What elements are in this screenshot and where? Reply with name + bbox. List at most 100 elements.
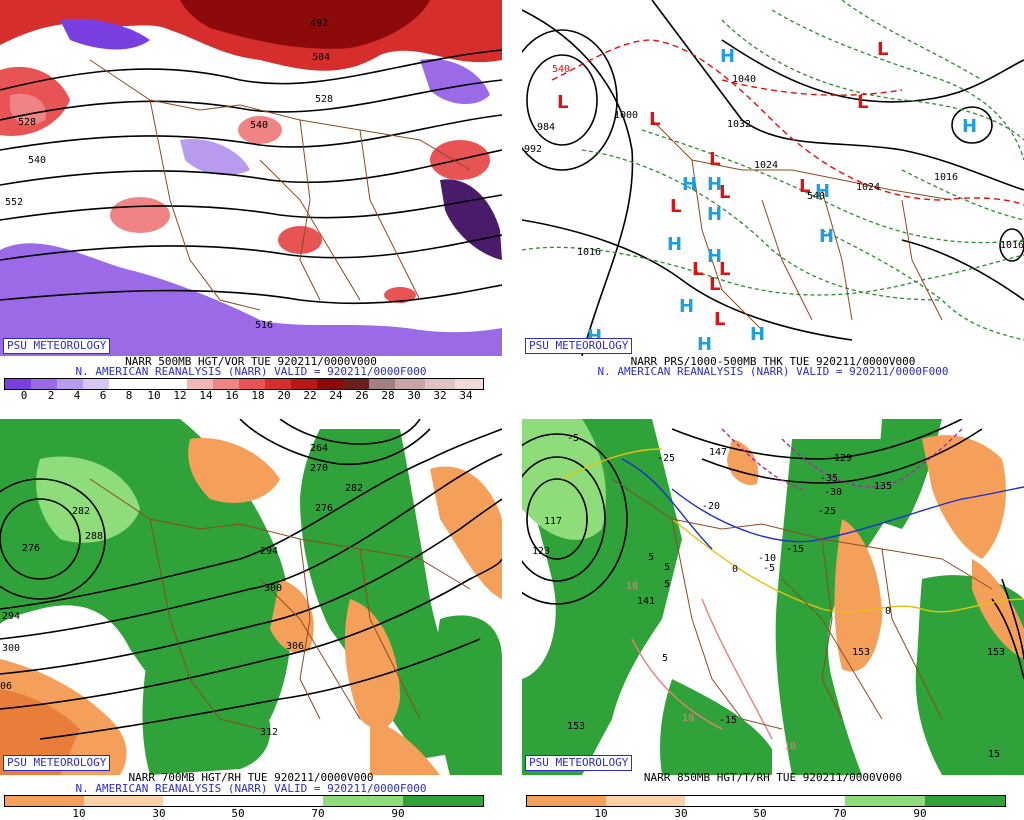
scale-segment bbox=[685, 796, 845, 806]
scale-tick: 2 bbox=[47, 389, 55, 402]
map-label: 147 bbox=[709, 447, 727, 458]
scale-tick: 10 bbox=[147, 389, 161, 402]
scale-segment bbox=[317, 379, 343, 389]
map-label: 984 bbox=[537, 122, 555, 133]
scale-segment bbox=[83, 379, 109, 389]
map-label: 123 bbox=[532, 546, 550, 557]
psu-meteorology-badge: PSU METEOROLOGY bbox=[3, 755, 111, 771]
scale-tick: 30 bbox=[152, 807, 166, 820]
map-label: 15 bbox=[988, 749, 1000, 760]
map-label: 1024 bbox=[754, 160, 778, 171]
map-700mb: 264 270 276 282 288 294 300 306 312 282 … bbox=[0, 419, 502, 775]
high-pressure-icon: H bbox=[815, 181, 830, 202]
scale-tick: 70 bbox=[311, 807, 325, 820]
map-label: 492 bbox=[310, 18, 328, 29]
low-pressure-icon: L bbox=[709, 149, 720, 170]
map-label: 282 bbox=[72, 506, 90, 517]
map-label: 276 bbox=[22, 543, 40, 554]
map-label: -30 bbox=[824, 487, 842, 498]
panel-subtitle: N. AMERICAN REANALYSIS (NARR) VALID = 92… bbox=[75, 365, 427, 378]
scale-tick: 26 bbox=[355, 389, 369, 402]
map-label: 153 bbox=[852, 647, 870, 658]
high-pressure-icon: H bbox=[720, 46, 735, 67]
scale-segment bbox=[31, 379, 57, 389]
scale-segment bbox=[845, 796, 925, 806]
map-label: 1000 bbox=[614, 110, 638, 121]
panel-title: NARR 850MB HGT/T/RH TUE 920211/0000V000 bbox=[643, 771, 903, 784]
map-label: 516 bbox=[255, 320, 273, 331]
scale-segment bbox=[291, 379, 317, 389]
panel-subtitle: N. AMERICAN REANALYSIS (NARR) VALID = 92… bbox=[597, 365, 949, 378]
map-label: 294 bbox=[2, 611, 20, 622]
scale-tick: 0 bbox=[20, 389, 28, 402]
panel-title: NARR 500MB HGT/VOR TUE 920211/0000V000 bbox=[125, 355, 377, 368]
panel-surface-pressure: L L L L L L L L L L L L H H H H H H H H … bbox=[522, 0, 1024, 400]
map-label: 0 bbox=[732, 564, 738, 575]
scale-segment bbox=[239, 379, 265, 389]
map-label: 153 bbox=[567, 721, 585, 732]
scale-tick: 8 bbox=[125, 389, 133, 402]
scale-tick: 50 bbox=[753, 807, 767, 820]
map-label: 992 bbox=[524, 144, 542, 155]
map-label: -35 bbox=[820, 473, 838, 484]
map-label: 1040 bbox=[732, 74, 756, 85]
scale-tick: 10 bbox=[72, 807, 86, 820]
scale-segment bbox=[5, 796, 84, 806]
low-pressure-icon: L bbox=[670, 196, 681, 217]
map-label: -5 bbox=[763, 563, 775, 574]
map-label: -15 bbox=[786, 544, 804, 555]
map-label: -25 bbox=[657, 453, 675, 464]
scale-tick: 12 bbox=[173, 389, 187, 402]
low-pressure-icon: L bbox=[692, 259, 703, 280]
color-scale-bar bbox=[4, 378, 484, 390]
scale-segment bbox=[323, 796, 403, 806]
panel-700mb-rh: 264 270 276 282 288 294 300 306 312 282 … bbox=[0, 419, 502, 820]
map-label: 141 bbox=[637, 596, 655, 607]
scale-tick: 32 bbox=[433, 389, 447, 402]
high-pressure-icon: H bbox=[679, 296, 694, 317]
scale-segment bbox=[395, 379, 425, 389]
map-label: 552 bbox=[5, 197, 23, 208]
scale-tick: 6 bbox=[99, 389, 107, 402]
scale-segment bbox=[425, 379, 455, 389]
map-label: 10 bbox=[626, 581, 638, 592]
scale-tick: 28 bbox=[381, 389, 395, 402]
panel-500mb-vorticity: 492 504 528 540 552 528 540 516 PSU METE… bbox=[0, 0, 502, 402]
map-label: 1024 bbox=[856, 182, 880, 193]
map-label: 5 bbox=[664, 579, 670, 590]
low-pressure-icon: L bbox=[877, 39, 888, 60]
map-label: 300 bbox=[264, 583, 282, 594]
panel-subtitle: N. AMERICAN REANALYSIS (NARR) VALID = 92… bbox=[75, 782, 427, 795]
map-label: -5 bbox=[567, 433, 579, 444]
panel-title: NARR 700MB HGT/RH TUE 920211/0000V000 bbox=[128, 771, 374, 784]
high-pressure-icon: H bbox=[667, 234, 682, 255]
scale-ticks: 10 30 50 70 90 bbox=[4, 807, 482, 820]
map-label: 540 bbox=[807, 191, 825, 202]
scale-segment bbox=[187, 379, 213, 389]
map-label: -15 bbox=[719, 715, 737, 726]
low-pressure-icon: L bbox=[714, 309, 725, 330]
low-pressure-icon: L bbox=[649, 109, 660, 130]
map-label: 135 bbox=[874, 481, 892, 492]
scale-tick: 24 bbox=[329, 389, 343, 402]
map-label: 504 bbox=[312, 52, 330, 63]
scale-segment bbox=[403, 796, 483, 806]
map-label: 10 bbox=[784, 741, 796, 752]
map-label: 528 bbox=[315, 94, 333, 105]
map-label: 282 bbox=[345, 483, 363, 494]
scale-segment bbox=[57, 379, 83, 389]
map-label: -25 bbox=[818, 506, 836, 517]
high-pressure-icon: H bbox=[707, 174, 722, 195]
panel-850mb-temp-rh: -5 -25 147 129 135 -35 -30 -25 -20 -15 -… bbox=[522, 419, 1024, 820]
low-pressure-icon: L bbox=[719, 259, 730, 280]
high-pressure-icon: H bbox=[962, 116, 977, 137]
scale-tick: 16 bbox=[225, 389, 239, 402]
map-label: 5 bbox=[648, 552, 654, 563]
scale-segment bbox=[606, 796, 685, 806]
scale-segment bbox=[84, 796, 163, 806]
scale-tick: 4 bbox=[73, 389, 81, 402]
scale-tick: 22 bbox=[303, 389, 317, 402]
map-label: 294 bbox=[260, 546, 278, 557]
scale-segment bbox=[527, 796, 606, 806]
scale-segment bbox=[369, 379, 395, 389]
